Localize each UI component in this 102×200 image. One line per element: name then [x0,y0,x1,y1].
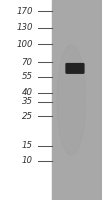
Text: 55: 55 [22,72,33,81]
FancyBboxPatch shape [66,64,84,73]
Text: 25: 25 [22,112,33,121]
Bar [0,0,52,200]
Text: 10: 10 [22,156,33,165]
Text: 40: 40 [22,88,33,97]
Bar [52,0,102,200]
Text: 100: 100 [16,40,33,49]
Text: 70: 70 [22,58,33,67]
Text: 170: 170 [16,6,33,16]
Ellipse shape [57,45,86,155]
Text: 130: 130 [16,23,33,32]
Text: 15: 15 [22,142,33,150]
Text: 35: 35 [22,97,33,106]
